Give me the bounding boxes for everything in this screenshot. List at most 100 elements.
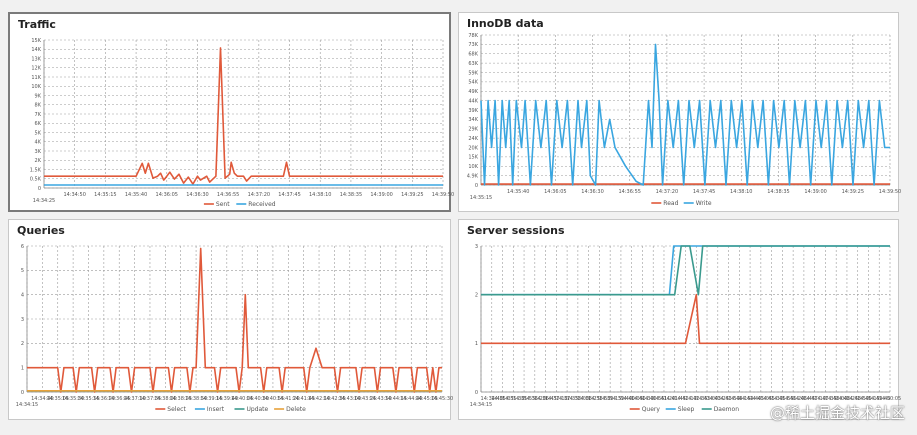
x-tick-label: 14:40:30 xyxy=(631,396,653,402)
x-tick-label: 14:47:10 xyxy=(803,396,825,402)
legend-label: Daemon xyxy=(714,406,740,413)
x-tick-label: 14:39:15 xyxy=(599,396,621,402)
x-tick-label: 14:40:05 xyxy=(231,396,253,402)
x-tick-label: 14:45:05 xyxy=(415,396,437,402)
x-tick-label: 14:35:05 xyxy=(47,396,69,402)
x-tick-label: 14:41:20 xyxy=(653,396,675,402)
y-tick-label: 24K xyxy=(468,136,478,142)
y-tick-label: 4K xyxy=(35,140,42,146)
x-tick-label: 14:39:50 xyxy=(879,189,901,195)
x-tick-label: 14:41:45 xyxy=(292,396,314,402)
x-tick-label: 14:35:40 xyxy=(125,192,147,198)
x-tick-label: 14:35:40 xyxy=(507,189,529,195)
y-tick-label: 12K xyxy=(31,66,41,72)
y-tick-label: 68K xyxy=(468,52,478,58)
x-tick-label: 14:39:00 xyxy=(804,189,826,195)
legend-label: Query xyxy=(642,406,661,413)
queries-chart: 012345614:34:1514:34:4014:35:0514:35:301… xyxy=(16,244,453,413)
series-line-daemon xyxy=(481,245,890,296)
x-tick-label: 14:38:00 xyxy=(567,396,589,402)
y-tick-label: 20K xyxy=(468,145,478,151)
traffic-chart: 0 0.5K 1.5K 2K 3K 4K 5K 6K 7K 8K 9K 10K 11K 12K 13K 14K… xyxy=(30,38,454,208)
x-tick-label: 14:37:20 xyxy=(248,192,270,198)
x-tick-label: 14:37:35 xyxy=(139,396,161,402)
y-tick-label: 1 xyxy=(21,365,24,371)
x-tick-label: 14:43:50 xyxy=(369,396,391,402)
x-tick-label: 14:39:00 xyxy=(370,192,392,198)
x-tick-label: 14:38:50 xyxy=(185,396,207,402)
y-tick-label: 8K xyxy=(35,103,42,109)
chart-title: Traffic xyxy=(18,18,56,31)
y-tick-label: 0 xyxy=(475,390,478,396)
x-tick-label: 14:37:20 xyxy=(656,189,678,195)
y-tick-label: 34K xyxy=(468,117,478,123)
y-tick-label: 49K xyxy=(468,89,478,95)
y-tick-label: 9K xyxy=(35,93,42,99)
x-tick-label: 14:36:55 xyxy=(618,189,640,195)
x-tick-label: 14:45:30 xyxy=(431,396,453,402)
x-tick-label: 14:47:35 xyxy=(814,396,836,402)
x-tick-label: 14:35:15 xyxy=(470,195,492,201)
x-tick-label: 14:40:30 xyxy=(246,396,268,402)
x-tick-label: 14:36:30 xyxy=(186,192,208,198)
x-tick-label: 14:35:55 xyxy=(513,396,535,402)
traffic-panel: Traffic 0 0.5K 1.5K 2K 3K 4K 5K 6K 7K 8K 9K 10K 11K 1… xyxy=(8,12,454,212)
x-tick-label: 14:34:15 xyxy=(16,402,38,408)
y-tick-label: 1.5K xyxy=(30,167,42,173)
y-tick-label: 6K xyxy=(35,121,42,127)
x-tick-label: 14:42:10 xyxy=(674,396,696,402)
x-tick-label: 14:48:00 xyxy=(825,396,847,402)
y-tick-label: 10K xyxy=(31,84,41,90)
chart-title: InnoDB data xyxy=(467,17,544,30)
x-tick-label: 14:43:25 xyxy=(354,396,376,402)
y-tick-label: 13K xyxy=(31,56,41,62)
x-tick-label: 14:38:25 xyxy=(169,396,191,402)
y-tick-label: 2 xyxy=(21,341,24,347)
x-tick-label: 14:41:45 xyxy=(664,396,686,402)
x-tick-label: 14:37:10 xyxy=(545,396,567,402)
x-tick-label: 14:42:35 xyxy=(685,396,707,402)
legend-label: Sleep xyxy=(678,406,695,413)
x-tick-label: 14:35:30 xyxy=(502,396,524,402)
innodb-chart: 0 4.9K 10K 15K 20K 24K 29K 34K 39K 44K 49K 54K 59K 63… xyxy=(467,33,901,207)
x-tick-label: 14:45:30 xyxy=(760,396,782,402)
x-tick-label: 14:38:35 xyxy=(767,189,789,195)
x-tick-label: 14:38:00 xyxy=(154,396,176,402)
y-tick-label: 7K xyxy=(35,112,42,118)
chart-title: Server sessions xyxy=(467,224,565,237)
x-tick-label: 14:36:45 xyxy=(534,396,556,402)
x-tick-label: 14:35:55 xyxy=(77,396,99,402)
x-tick-label: 14:43:25 xyxy=(707,396,729,402)
x-tick-label: 14:38:50 xyxy=(588,396,610,402)
y-tick-label: 44K xyxy=(468,98,478,104)
x-tick-label: 14:49:15 xyxy=(857,396,879,402)
y-tick-label: 4 xyxy=(21,292,24,298)
watermark-text: @稀土掘金技术社区 xyxy=(769,404,905,422)
legend-label: Delete xyxy=(286,406,306,413)
legend-label: Received xyxy=(248,201,275,208)
y-tick-label: 0 xyxy=(475,183,478,189)
x-tick-label: 14:44:40 xyxy=(739,396,761,402)
x-tick-label: 14:43:00 xyxy=(339,396,361,402)
x-tick-label: 14:46:45 xyxy=(793,396,815,402)
x-tick-label: 14:36:55 xyxy=(217,192,239,198)
x-tick-label: 14:40:55 xyxy=(262,396,284,402)
x-tick-label: 14:34:15 xyxy=(470,402,492,408)
legend-label: Read xyxy=(663,200,678,207)
x-tick-label: 14:48:25 xyxy=(836,396,858,402)
chart-title: Queries xyxy=(17,224,65,237)
y-tick-label: 10K xyxy=(468,164,478,170)
y-tick-label: 2 xyxy=(475,292,478,298)
x-tick-label: 14:45:55 xyxy=(771,396,793,402)
y-tick-label: 4.9K xyxy=(467,173,479,179)
x-tick-label: 14:39:15 xyxy=(200,396,222,402)
y-tick-label: 5 xyxy=(21,268,24,274)
series-line-query xyxy=(481,293,890,345)
y-tick-label: 0 xyxy=(38,186,41,192)
legend-label: Select xyxy=(167,406,186,413)
sessions-chart: 012314:34:1514:34:4014:35:0514:35:3014:3… xyxy=(470,244,901,413)
x-tick-label: 14:48:50 xyxy=(846,396,868,402)
x-tick-label: 14:36:30 xyxy=(581,189,603,195)
y-tick-label: 59K xyxy=(468,70,478,76)
queries-panel: Queries 0 1 2 3 4 5 6 14:34:15 14:34:40 14:35:05 1… xyxy=(8,219,453,420)
